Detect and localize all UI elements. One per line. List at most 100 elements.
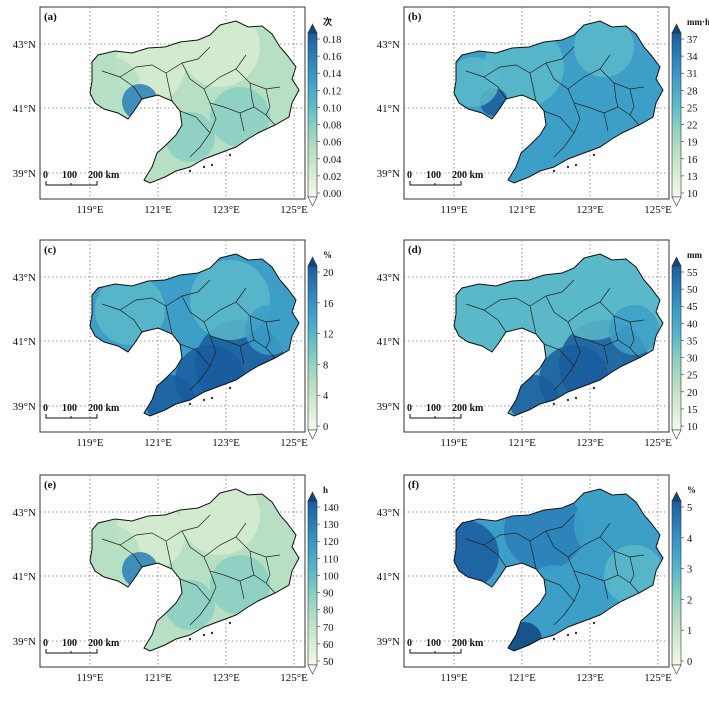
district-boundary	[629, 556, 635, 584]
district-boundary	[465, 303, 507, 333]
colorbar-tick-label: 25	[687, 103, 698, 114]
value-zone	[210, 87, 270, 147]
district-boundary	[119, 297, 173, 335]
scale-bar: 0 100 200 km	[407, 170, 484, 186]
island	[552, 402, 556, 406]
colorbar-tick-label: 10	[687, 189, 698, 200]
district-boundary	[543, 343, 575, 391]
colorbar-tick-label: 80	[323, 606, 334, 617]
lat-label: 43°N	[377, 272, 400, 284]
scale-label: 200 km	[88, 170, 120, 181]
island	[592, 386, 596, 390]
colorbar-max-arrow	[307, 23, 318, 34]
value-zone	[609, 305, 659, 355]
colorbar-tick-label: 35	[687, 336, 698, 347]
map-panel-c: (c) 0 100 200 km 43°N 41°N 39°N 119°E 121°E 123°E…	[13, 239, 334, 449]
island	[202, 165, 206, 169]
scale-label: 100	[426, 638, 441, 649]
colorbar-tick-label: 8	[323, 360, 328, 371]
scale-label: 100	[62, 170, 77, 181]
lon-label: 123°E	[212, 204, 240, 216]
value-zone	[454, 520, 499, 590]
district-boundary	[465, 70, 507, 100]
colorbar-min-arrow	[671, 196, 682, 207]
island	[574, 631, 578, 635]
colorbar-min-arrow	[307, 196, 318, 207]
lon-label: 125°E	[280, 204, 308, 216]
district-boundary	[119, 532, 173, 570]
colorbar: 140 130 120 110 100 90 80 70 60 50 h	[307, 485, 339, 675]
lon-label: 125°E	[644, 204, 672, 216]
colorbar-tick-label: 0.08	[323, 121, 341, 132]
scale-bar: 0 100 200 km	[43, 170, 120, 186]
colorbar-tick-label: 16	[323, 299, 334, 310]
island	[228, 621, 232, 625]
lat-label: 43°N	[13, 272, 36, 284]
lat-label: 43°N	[377, 39, 400, 51]
lat-label: 39°N	[13, 401, 36, 413]
lon-label: 119°E	[76, 204, 103, 216]
district-boundary	[573, 570, 581, 602]
colorbar-min-arrow	[671, 664, 682, 675]
value-zone	[245, 305, 295, 355]
district-boundary	[567, 287, 611, 323]
lon-label: 123°E	[212, 672, 240, 684]
scale-label: 100	[426, 170, 441, 181]
colorbar-fill	[307, 32, 318, 198]
district-boundary	[101, 70, 143, 100]
colorbar-tick-label: 45	[687, 302, 698, 313]
district-boundary	[239, 580, 245, 600]
district-boundary	[265, 88, 271, 116]
lon-label: 121°E	[144, 672, 172, 684]
scale-label: 100	[426, 403, 441, 414]
district-boundary	[119, 64, 173, 102]
colorbar-tick-label: 0.04	[323, 155, 342, 166]
colorbar-max-arrow	[671, 491, 682, 502]
colorbar-unit: mm	[687, 250, 702, 260]
colorbar-tick-label: 5	[687, 503, 692, 514]
district-boundary	[613, 315, 619, 341]
colorbar-tick-label: 55	[687, 268, 698, 279]
lon-label: 119°E	[440, 204, 467, 216]
island	[202, 398, 206, 402]
district-boundary	[573, 335, 581, 367]
district-boundary	[249, 550, 255, 576]
colorbar-tick-label: 120	[323, 537, 339, 548]
lon-label: 123°E	[576, 437, 604, 449]
scale-bar: 0 100 200 km	[407, 403, 484, 419]
lat-label: 43°N	[377, 507, 400, 519]
district-boundary	[179, 110, 211, 158]
district-boundary	[599, 68, 645, 90]
colorbar-fill	[671, 32, 682, 198]
province-outline	[453, 488, 664, 652]
district-boundary	[235, 536, 281, 558]
lon-label: 125°E	[644, 437, 672, 449]
lon-label: 121°E	[508, 437, 536, 449]
island	[592, 621, 596, 625]
colorbar-tick-label: 50	[323, 657, 334, 668]
map-panel-e: (e) 0 100 200 km 43°N 41°N 39°N 119°E 121°E 123°E…	[13, 474, 339, 684]
lat-label: 39°N	[377, 401, 400, 413]
colorbar-tick-label: 70	[323, 623, 334, 634]
province-outline	[89, 20, 300, 184]
colorbar-tick-label: 0.02	[323, 172, 341, 183]
colorbar-tick-label: 10	[687, 422, 698, 433]
value-zone	[210, 555, 270, 615]
colorbar-tick-label: 0.14	[323, 69, 342, 80]
lat-label: 41°N	[13, 571, 36, 583]
scale-label: 100	[62, 638, 77, 649]
value-zone	[459, 275, 529, 345]
lon-label: 123°E	[576, 672, 604, 684]
map-panel-b: (b) 0 100 200 km 43°N 41°N 39°N 119°E 121°E 123°E…	[377, 6, 709, 216]
district-boundary	[483, 532, 537, 570]
district-boundary	[613, 82, 619, 108]
district-boundary	[613, 550, 619, 576]
colorbar-tick-label: 1	[687, 626, 692, 637]
district-boundary	[465, 538, 507, 568]
district-boundary	[209, 102, 217, 134]
island	[592, 153, 596, 157]
value-zone	[95, 275, 165, 345]
colorbar-tick-label: 3	[687, 565, 692, 576]
scale-label: 100	[62, 403, 77, 414]
colorbar: 55 50 45 40 35 30 25 20 15 10 mm	[671, 250, 702, 440]
